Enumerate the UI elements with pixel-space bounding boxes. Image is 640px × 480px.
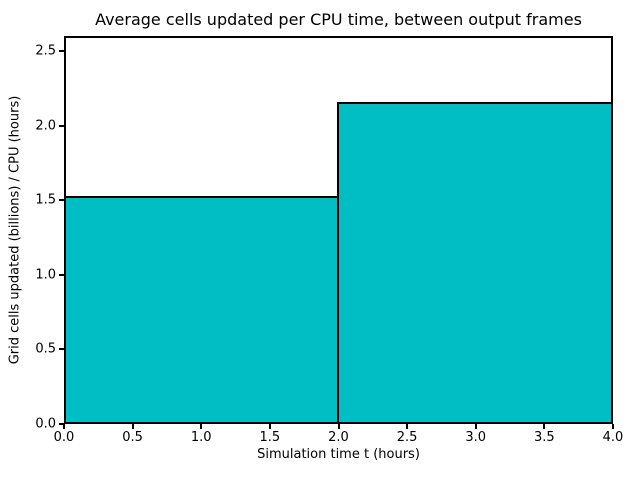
x-tick-label: 3.0 [465,430,487,445]
x-tick-mark [268,424,271,429]
x-tick-mark [63,424,65,429]
x-tick-label: 4.0 [602,430,624,445]
y-tick-label: 2.0 [35,118,56,134]
histogram-bar [64,195,339,424]
y-tick-label: 2.5 [35,43,56,59]
y-tick-mark [59,199,64,202]
histogram-bar [336,101,613,424]
y-axis-label: Grid cells updated (billions) / CPU (hou… [7,95,23,365]
y-tick-mark [59,423,64,425]
x-tick-label: 3.5 [534,430,555,445]
y-tick-label: 0.5 [35,341,56,357]
y-tick-mark [59,348,64,351]
x-tick-mark [612,424,614,429]
x-tick-mark [543,424,546,429]
x-tick-mark [406,424,409,429]
x-tick-label: 1.0 [190,430,212,445]
y-tick-mark [59,49,64,52]
x-tick-label: 0.0 [53,430,75,445]
x-tick-mark [337,424,340,429]
y-tick-label: 1.0 [35,267,56,283]
y-tick-mark [59,124,64,127]
chart-title: Average cells updated per CPU time, betw… [95,10,582,29]
y-tick-label: 1.5 [35,192,56,208]
x-tick-label: 0.5 [122,430,143,445]
x-tick-mark [474,424,477,429]
x-tick-label: 1.5 [259,430,281,445]
y-tick-label: 0.0 [35,416,56,432]
x-tick-mark [200,424,203,429]
y-tick-mark [59,273,64,276]
x-tick-mark [131,424,134,429]
x-tick-label: 2.0 [328,430,349,445]
x-tick-label: 2.5 [396,430,418,445]
x-axis-label: Simulation time t (hours) [257,447,420,462]
